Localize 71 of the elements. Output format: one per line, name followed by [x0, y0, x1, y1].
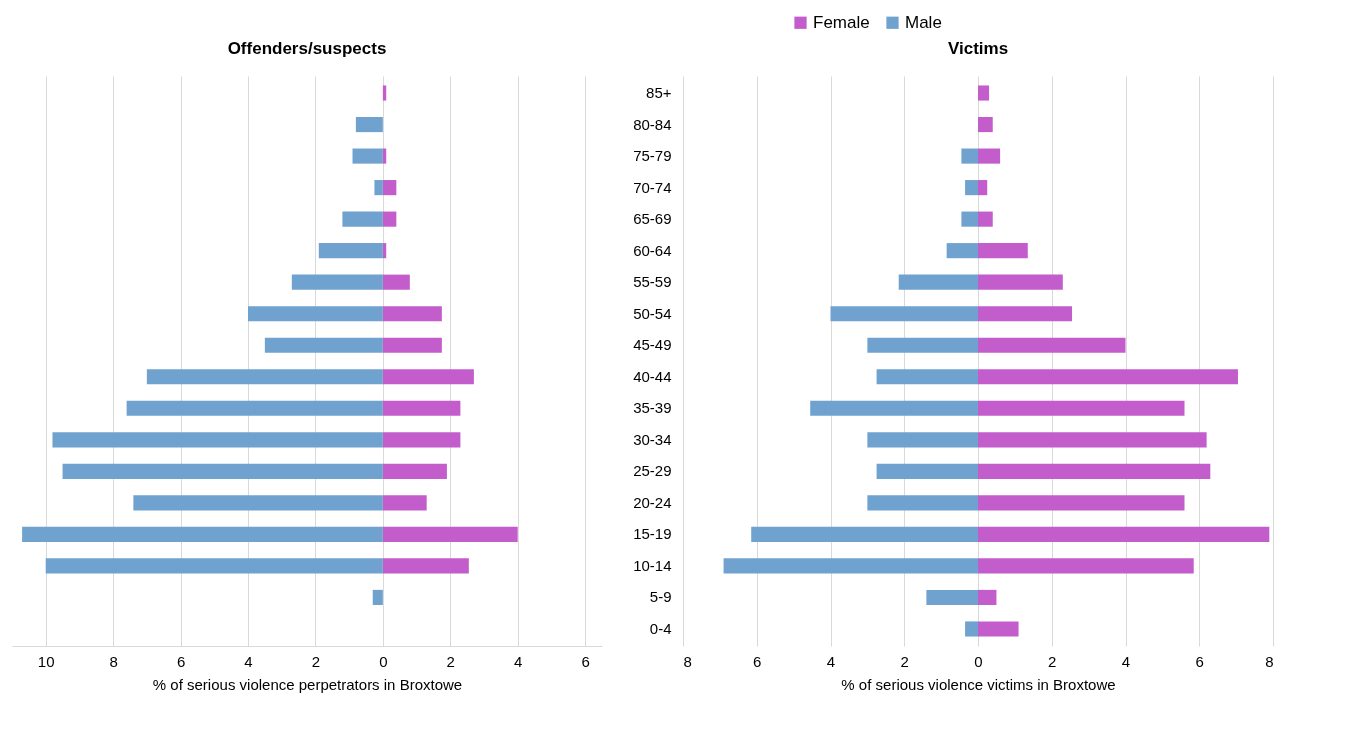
bar: [62, 463, 383, 479]
x-tick-label: 4: [244, 652, 253, 670]
chart-title: Offenders/suspects: [227, 39, 387, 58]
bar: [45, 558, 383, 574]
x-tick-label: 2: [311, 652, 321, 670]
chart-title: Victims: [947, 39, 1009, 58]
y-tick-label: 70-74: [633, 178, 672, 196]
y-tick-label: 85+: [646, 84, 672, 102]
bar: [264, 337, 383, 353]
x-tick-label: 6: [1195, 652, 1204, 670]
y-tick-label: 40-44: [633, 367, 672, 385]
y-tick-label: 30-34: [633, 430, 672, 448]
bar: [382, 369, 474, 385]
y-tick-label: 35-39: [633, 399, 672, 417]
bar: [382, 274, 410, 290]
bar: [382, 463, 447, 479]
y-tick-label: 65-69: [633, 210, 672, 228]
bar: [355, 116, 383, 133]
legend-label: Male: [905, 12, 942, 32]
x-tick-label: 8: [109, 652, 118, 670]
x-tick-label: 4: [826, 652, 836, 670]
y-tick-label: 15-19: [633, 525, 672, 543]
x-tick-label: 2: [1048, 652, 1057, 670]
bar: [126, 400, 383, 416]
x-tick-label: 4: [1121, 652, 1131, 670]
y-tick-label: 25-29: [633, 462, 672, 480]
bar: [382, 180, 397, 196]
bar: [342, 211, 383, 227]
x-tick-label: 6: [753, 652, 762, 670]
y-tick-label: 10-14: [633, 556, 672, 574]
x-tick-label: 10: [37, 652, 55, 670]
bar: [382, 306, 442, 322]
bar: [352, 148, 383, 164]
bar: [382, 526, 518, 542]
y-tick-label: 60-64: [633, 241, 672, 259]
x-tick-label: 0: [974, 652, 983, 670]
bar: [248, 306, 383, 322]
y-tick-label: 55-59: [633, 273, 672, 291]
x-axis-title: % of serious violence perpetrators in Broxtowe: [152, 675, 463, 693]
bar: [382, 432, 461, 448]
x-tick-label: 0: [379, 652, 388, 670]
x-tick-label: 8: [683, 652, 692, 670]
bar: [382, 558, 469, 574]
y-tick-label: 5-9: [649, 588, 672, 606]
bar: [382, 400, 461, 416]
bar: [318, 243, 383, 259]
x-tick-label: 8: [1265, 652, 1274, 670]
bar: [146, 369, 383, 385]
bar: [22, 526, 383, 542]
y-tick-label: 45-49: [633, 336, 672, 354]
y-tick-label: 20-24: [633, 493, 672, 511]
x-tick-label: 6: [581, 652, 590, 670]
y-tick-label: 75-79: [633, 147, 672, 165]
bar: [382, 85, 387, 101]
x-axis-title: % of serious violence victims in Broxtowe: [841, 675, 1116, 693]
x-tick-label: 4: [514, 652, 523, 670]
x-tick-label: 2: [900, 652, 909, 670]
x-tick-label: 2: [446, 652, 455, 670]
bar: [372, 589, 383, 606]
y-tick-label: 0-4: [649, 619, 672, 637]
bar: [133, 495, 383, 511]
bar: [382, 495, 427, 511]
bar: [52, 432, 383, 448]
bar: [382, 211, 397, 227]
y-tick-label: 80-84: [633, 115, 672, 133]
legend-label: Female: [813, 12, 870, 32]
bar: [382, 337, 442, 353]
y-tick-label: 50-54: [633, 304, 672, 322]
bar: [374, 180, 383, 196]
bar: [291, 274, 383, 290]
x-tick-label: 6: [176, 652, 186, 670]
